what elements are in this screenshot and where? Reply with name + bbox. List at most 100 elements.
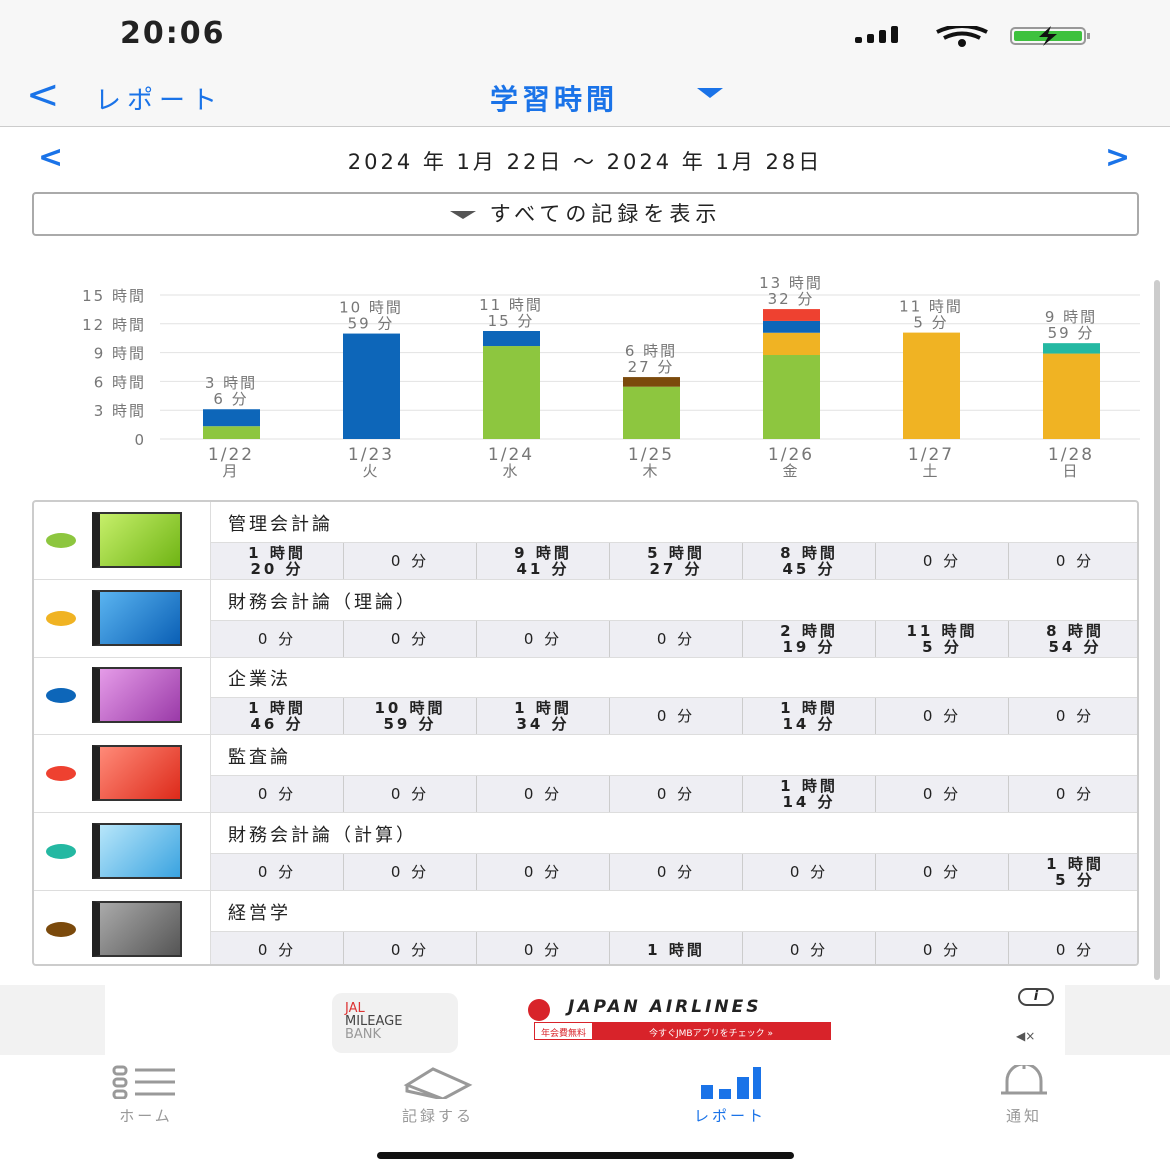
bar-segment[interactable]: [623, 377, 680, 387]
dropdown-triangle-icon[interactable]: [697, 88, 723, 98]
ad-cta[interactable]: 年会費無料 今すぐJMBアプリをチェック »: [534, 1022, 831, 1040]
tab-label: 通知: [1005, 1107, 1042, 1125]
bar-segment[interactable]: [763, 332, 820, 355]
show-all-records-button[interactable]: すべての記録を表示: [32, 192, 1139, 236]
subject-name: 企業法: [228, 669, 291, 691]
mute-icon[interactable]: ◀×: [1016, 1029, 1036, 1043]
dropdown-triangle-icon: [449, 211, 476, 219]
time-text: 0 分: [922, 707, 962, 726]
bar-segment[interactable]: [763, 309, 820, 321]
time-text: 0 分: [922, 862, 962, 881]
time-text: 59 分: [383, 715, 437, 734]
time-text: 1 時間: [514, 699, 572, 718]
time-text: 0 分: [390, 940, 430, 959]
bar-total-hours: 10 時間: [339, 299, 403, 317]
time-cell: 0 分: [876, 776, 1009, 813]
time-text: 45 分: [782, 560, 836, 578]
clock: 20:06: [120, 16, 226, 51]
x-tick-weekday: 水: [502, 462, 519, 480]
divider: [210, 502, 211, 580]
wifi-icon: [936, 26, 988, 47]
time-text: 1 時間: [1046, 854, 1104, 873]
home-indicator[interactable]: [377, 1152, 794, 1159]
list-icon: [46, 1065, 246, 1101]
subject-row[interactable]: 監査論 0 分 0 分 0 分 0 分 1 時間 14 分 0 分 0 分: [34, 735, 1137, 814]
date-range: 2024 年 1月 22日 〜 2024 年 1月 28日: [347, 150, 823, 174]
time-cell: 0 分: [610, 620, 743, 657]
time-text: 11 時間: [906, 621, 978, 640]
time-cell: 0 分: [477, 620, 610, 657]
time-cell: 11 時間 5 分: [876, 620, 1009, 657]
bar-segment[interactable]: [623, 386, 680, 439]
time-cell: 0 分: [1009, 776, 1137, 812]
time-cell: 0 分: [876, 543, 1009, 579]
bar-total-minutes: 5 分: [913, 314, 948, 332]
time-text: 0 分: [523, 629, 563, 648]
daily-times: 0 分 0 分 0 分 0 分 1 時間 14 分 0 分 0 分: [211, 775, 1137, 813]
back-button[interactable]: レポート: [95, 86, 224, 116]
y-tick-label: 12 時間: [82, 316, 146, 334]
time-text: 0 分: [523, 940, 563, 959]
page-title-dropdown[interactable]: 学習時間: [490, 83, 619, 116]
divider: [210, 657, 211, 736]
nav-bar: < レポート 学習時間: [0, 70, 1170, 127]
bar-segment[interactable]: [903, 332, 960, 439]
next-week-button[interactable]: >: [1105, 140, 1131, 175]
bar-total-minutes: 15 分: [488, 312, 535, 330]
ad-cta-left: 年会費無料: [535, 1023, 593, 1039]
bar-segment[interactable]: [343, 333, 400, 439]
time-text: 0 分: [656, 862, 696, 881]
ad-banner[interactable]: JAL MILEAGE BANK JAPAN AIRLINES 年会費無料 今す…: [0, 985, 1170, 1055]
time-text: 0 分: [390, 862, 430, 881]
tab-bar: ホーム 記録する レポート 通知: [0, 1055, 1170, 1170]
x-tick-date: 1/28: [1048, 445, 1094, 465]
bar-segment[interactable]: [483, 331, 540, 347]
time-text: 5 時間: [647, 544, 705, 562]
prev-week-button[interactable]: <: [38, 140, 64, 175]
bar-segment[interactable]: [1043, 353, 1100, 439]
bar-segment[interactable]: [203, 426, 260, 439]
tab-label: 記録する: [401, 1107, 474, 1125]
time-text: 1 時間: [248, 544, 306, 562]
time-cell: 0 分: [211, 620, 344, 657]
back-chevron-icon[interactable]: <: [26, 72, 60, 118]
time-cell: 2 時間 19 分: [743, 620, 876, 657]
time-text: 0 分: [257, 785, 297, 804]
subject-row[interactable]: 財務会計論（計算） 0 分 0 分 0 分 0 分 0 分 0 分 1 時間 5 分: [34, 812, 1137, 891]
time-cell: 0 分: [344, 853, 477, 890]
scrollbar[interactable]: [1154, 280, 1160, 980]
bar-segment[interactable]: [483, 346, 540, 439]
bar-segment[interactable]: [763, 320, 820, 333]
bar-total-minutes: 27 分: [628, 358, 675, 376]
x-tick-date: 1/24: [488, 445, 534, 465]
tab-report[interactable]: レポート: [630, 1065, 830, 1126]
bar-segment[interactable]: [1043, 343, 1100, 354]
subject-row[interactable]: 経営学 0 分 0 分 0 分 1 時間 0 分 0 分 0 分: [34, 890, 1137, 964]
x-tick-weekday: 土: [922, 462, 939, 480]
time-text: 1 時間: [248, 699, 306, 718]
bar-segment[interactable]: [763, 355, 820, 439]
time-text: 0 分: [390, 785, 430, 804]
time-text: 41 分: [516, 560, 570, 578]
tab-home[interactable]: ホーム: [46, 1065, 246, 1126]
time-cell: 0 分: [344, 620, 477, 657]
time-cell: 0 分: [876, 931, 1009, 964]
tab-record[interactable]: 記録する: [338, 1065, 538, 1126]
bar-segment[interactable]: [203, 409, 260, 427]
tab-label: ホーム: [119, 1107, 173, 1125]
ad-info-icon[interactable]: i: [1018, 988, 1054, 1006]
bar-total-minutes: 59 分: [1048, 324, 1095, 342]
tab-notifications[interactable]: 通知: [924, 1062, 1124, 1126]
time-text: 14 分: [782, 793, 836, 812]
time-text: 0 分: [789, 940, 829, 959]
time-text: 0 分: [922, 940, 962, 959]
book-icon: [92, 900, 182, 957]
time-text: 9 時間: [514, 544, 572, 562]
time-text: 10 時間: [374, 699, 446, 718]
y-tick-label: 9 時間: [94, 345, 146, 363]
